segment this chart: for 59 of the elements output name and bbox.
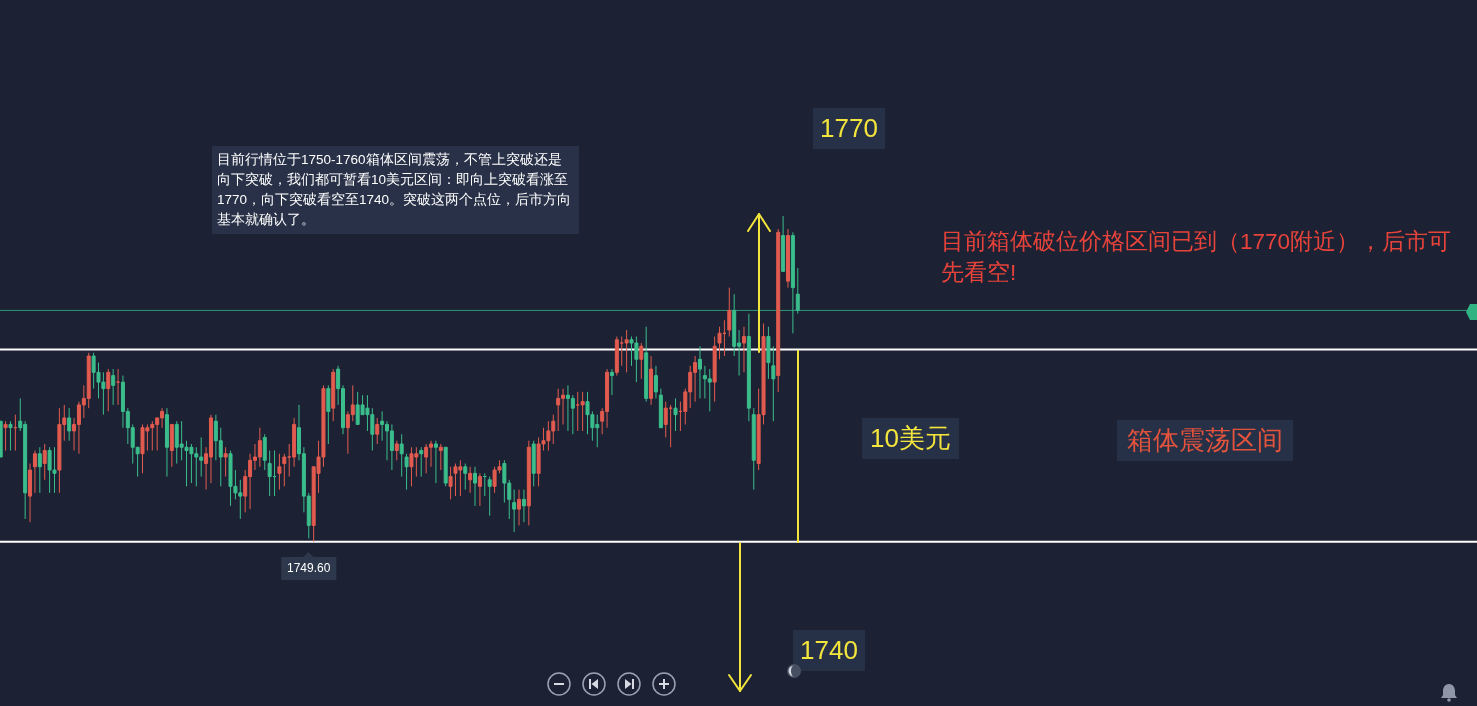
candlestick <box>521 489 526 523</box>
candlestick <box>257 427 262 468</box>
candlestick <box>37 446 42 494</box>
candlestick <box>663 401 668 438</box>
candlestick <box>468 466 473 494</box>
candlestick <box>67 407 72 442</box>
candlestick <box>375 417 380 445</box>
candlestick <box>609 368 614 396</box>
candlestick <box>394 440 399 461</box>
candlestick <box>262 433 267 471</box>
candlestick <box>463 463 468 491</box>
candlestick <box>473 466 478 507</box>
text: 10美元 <box>862 418 959 459</box>
candlestick <box>727 287 732 338</box>
candlestick <box>438 443 443 471</box>
text: 1770 <box>813 108 885 149</box>
candlestick <box>424 443 429 474</box>
candlestick <box>795 267 800 315</box>
candlestick <box>570 394 575 435</box>
candlestick <box>223 446 228 478</box>
candlestick <box>267 450 272 497</box>
candlestick <box>116 368 121 406</box>
candlestick <box>697 345 702 399</box>
candlestick <box>448 466 453 500</box>
candlestick <box>580 391 585 432</box>
candlestick <box>487 476 492 517</box>
candlestick <box>326 384 331 445</box>
candlestick <box>673 397 678 432</box>
candlestick <box>389 423 394 471</box>
candlestick <box>477 472 482 507</box>
candlestick <box>433 440 438 484</box>
candlestick <box>32 450 37 494</box>
candlestick <box>624 329 629 373</box>
candlestick <box>771 345 776 422</box>
text: 1740 <box>793 630 865 671</box>
candlestick <box>741 326 746 373</box>
candlestick <box>517 489 522 526</box>
candlestick <box>419 446 424 478</box>
candlestick <box>3 420 8 451</box>
text: 箱体震荡区间 <box>1117 420 1293 461</box>
candlestick <box>399 433 404 478</box>
candlestick <box>639 342 644 380</box>
candlestick <box>8 420 13 451</box>
candlestick <box>653 365 658 399</box>
candlestick <box>717 326 722 360</box>
candlestick <box>404 453 409 491</box>
candlestick <box>111 368 116 406</box>
candlestick <box>380 410 385 442</box>
candlestick <box>707 368 712 412</box>
text: 1749.60 <box>280 556 337 580</box>
text: 目前箱体破位价格区间已到（1770附近），后市可先看空! <box>941 228 1453 287</box>
candlestick <box>502 459 507 504</box>
candlestick <box>512 489 517 533</box>
candlestick <box>282 453 287 487</box>
candlestick <box>277 453 282 491</box>
candlestick <box>42 443 47 481</box>
candlestick <box>556 388 561 432</box>
candlestick <box>106 368 111 412</box>
annotation: 目前行情位于1750-1760箱体区间震荡，不管上突破还是向下突破，我们都可暂看10美元区间：即向上突破看涨至1770，向下突破看空至1740。突破这两个点位，后市方向基本就确认了。 <box>212 146 579 234</box>
